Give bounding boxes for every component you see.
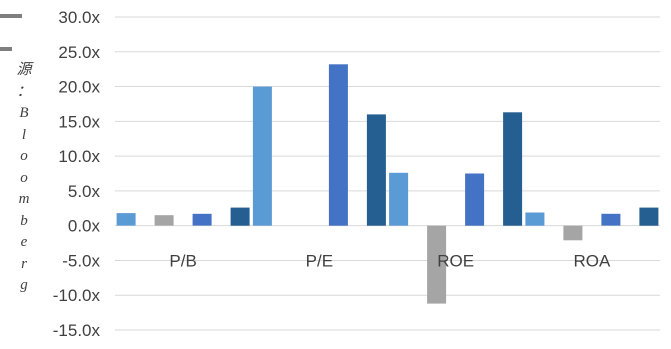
- category-label: P/B: [169, 251, 196, 270]
- bar: [328, 64, 348, 226]
- bar: [389, 172, 409, 226]
- bar: [366, 114, 386, 226]
- bar: [601, 213, 621, 226]
- y-axis-tick-labels: 30.0x 25.0x 20.0x 15.0x 10.0x 5.0x 0.0x -5.0x -1…: [53, 8, 101, 340]
- category-labels: P/B P/E ROE ROA: [169, 251, 611, 270]
- bars: [116, 64, 659, 304]
- y-tick-label: 30.0x: [58, 8, 100, 27]
- bar: [639, 207, 659, 226]
- y-tick-label: 25.0x: [58, 43, 100, 62]
- bar: [230, 207, 250, 226]
- bar: [525, 212, 545, 226]
- gridlines: [115, 16, 660, 331]
- y-tick-label: 20.0x: [58, 78, 100, 97]
- y-tick-label: 5.0x: [68, 182, 101, 201]
- category-label: ROA: [573, 251, 611, 270]
- bar: [252, 86, 272, 226]
- y-tick-label: 15.0x: [58, 112, 100, 131]
- y-tick-label: -15.0x: [53, 321, 101, 340]
- legend-swatch-partial: [0, 47, 12, 51]
- y-tick-label: -10.0x: [53, 286, 101, 305]
- category-label: P/E: [306, 251, 333, 270]
- category-label: ROE: [437, 251, 474, 270]
- bar: [116, 213, 136, 226]
- y-tick-label: 10.0x: [58, 147, 100, 166]
- bar: [154, 215, 174, 226]
- bar: [503, 112, 523, 226]
- bar: [465, 173, 485, 226]
- y-tick-label: 0.0x: [68, 217, 101, 236]
- bar: [427, 225, 447, 304]
- bar: [192, 213, 212, 226]
- bar: [563, 225, 583, 241]
- legend-swatch-partial: [0, 14, 22, 18]
- y-tick-label: -5.0x: [62, 251, 100, 270]
